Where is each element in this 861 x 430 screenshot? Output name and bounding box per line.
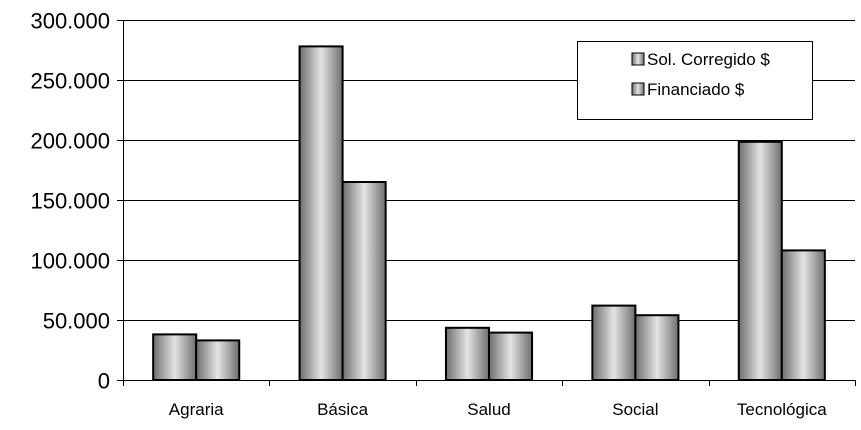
x-tick-label: Social — [612, 400, 658, 419]
bar-sol-corregido-3 — [591, 304, 637, 382]
x-tick-label: Tecnológica — [737, 400, 827, 419]
bars — [152, 45, 826, 382]
x-tick-label: Salud — [467, 400, 510, 419]
legend-label: Financiado $ — [647, 80, 745, 99]
y-tick-label: 200.000 — [30, 129, 110, 154]
legend-swatch — [631, 52, 645, 66]
y-tick-label: 50.000 — [43, 309, 110, 334]
legend-label: Sol. Corregido $ — [647, 50, 770, 69]
y-tick-label: 0 — [98, 369, 110, 394]
bar-sol-corregido-1 — [298, 45, 344, 382]
y-tick-label: 100.000 — [30, 249, 110, 274]
tick-labels: 0 50.000 100.000 150.000 200.000 250.000 300.0… — [30, 9, 827, 420]
x-tick-label: Agraria — [169, 400, 224, 419]
legend: Sol. Corregido $ Financiado $ — [577, 41, 813, 120]
bar-financiado-1 — [341, 181, 387, 381]
bar-sol-corregido-0 — [152, 333, 198, 381]
bar-financiado-4 — [780, 249, 826, 381]
x-tick-label: Básica — [317, 400, 369, 419]
y-tick-label: 250.000 — [30, 69, 110, 94]
bar-financiado-3 — [634, 314, 680, 382]
bar-sol-corregido-4 — [737, 140, 783, 381]
bar-financiado-0 — [195, 339, 241, 381]
legend-box — [577, 41, 813, 120]
gridlines — [123, 20, 855, 321]
y-tick-label: 150.000 — [30, 189, 110, 214]
y-tick-label: 300.000 — [30, 9, 110, 34]
bar-financiado-2 — [488, 331, 534, 382]
bar-sol-corregido-2 — [444, 326, 491, 381]
legend-swatch — [631, 82, 645, 96]
